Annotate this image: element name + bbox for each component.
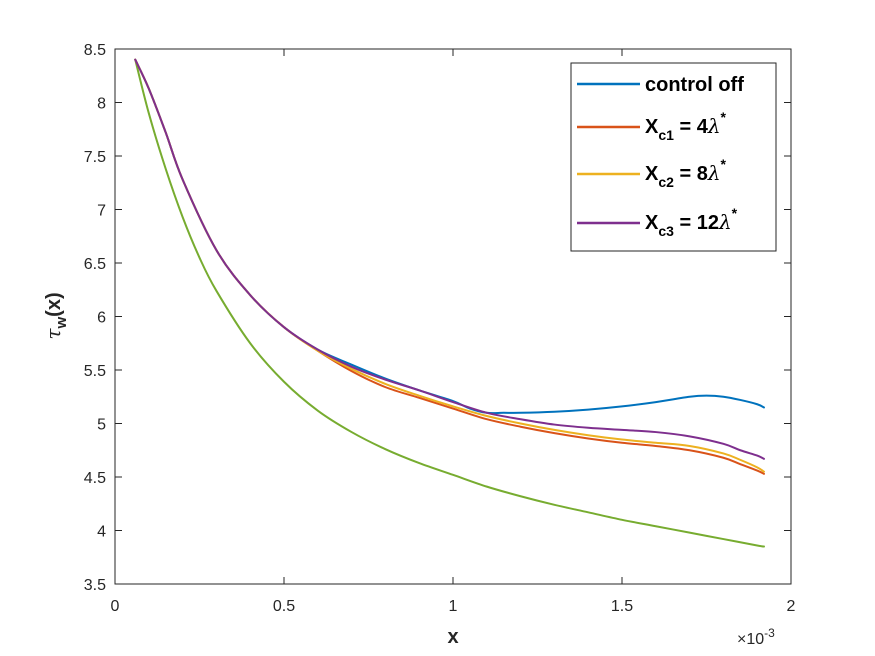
legend-xc3-sup: * — [732, 205, 738, 221]
legend-xc2-sub: c2 — [658, 174, 674, 190]
y-axis-label: τw(x) — [41, 292, 70, 339]
x-axis-exponent-base: ×10 — [737, 631, 764, 648]
legend-xc3-mid: = 12 — [674, 212, 719, 234]
y-tick-label-7: 7 — [97, 203, 106, 220]
legend-entry-control-off: control off — [645, 74, 744, 96]
x-tick-label-0: 0 — [111, 598, 120, 615]
legend-entry-xc2: Xc2 = 8λ* — [645, 156, 727, 190]
y-tick-label-0: 3.5 — [84, 577, 106, 594]
y-tick-label-9: 8 — [97, 96, 106, 113]
legend-xc3-greek: λ — [718, 210, 732, 234]
legend-xc1-mid: = 4 — [674, 116, 709, 138]
y-axis-label-symbol: τ — [41, 328, 65, 340]
legend-xc1-sup: * — [721, 109, 727, 125]
legend-xc2-greek: λ — [707, 161, 721, 185]
legend-xc3-sub: c3 — [658, 223, 674, 239]
y-tick-label-1: 4 — [97, 524, 106, 541]
y-tick-label-8: 7.5 — [84, 149, 106, 166]
series-xc3-line — [134, 58, 765, 460]
legend: control off Xc1 = 4λ* Xc2 = 8λ* Xc3 = 12… — [570, 62, 777, 252]
x-tick-label-1: 0.5 — [273, 598, 295, 615]
x-tick-label-3: 1.5 — [611, 598, 633, 615]
axis-ticks: 0 0.5 1 1.5 2 3.5 4 4.5 5 5.5 6 6.5 7 7.5 8 8.5 — [84, 42, 796, 615]
legend-xc2-sup: * — [721, 156, 727, 172]
series-unlabeled-green-line — [134, 58, 765, 548]
y-tick-label-4: 5.5 — [84, 363, 106, 380]
legend-xc3-main: X — [645, 212, 659, 234]
legend-xc2-mid: = 8 — [674, 163, 708, 185]
legend-xc1-main: X — [645, 116, 659, 138]
x-tick-label-4: 2 — [787, 598, 796, 615]
y-tick-label-10: 8.5 — [84, 42, 106, 59]
y-axis-label-argument: (x) — [43, 292, 65, 316]
x-axis-label: x — [447, 626, 458, 648]
y-tick-label-2: 4.5 — [84, 470, 106, 487]
y-tick-label-5: 6 — [97, 310, 106, 327]
legend-xc2-main: X — [645, 163, 659, 185]
legend-entry-xc3: Xc3 = 12λ* — [645, 205, 738, 239]
y-axis-label-subscript: w — [53, 317, 70, 330]
x-axis-exponent-power: -3 — [764, 626, 775, 640]
legend-entry-xc1: Xc1 = 4λ* — [645, 109, 727, 143]
legend-box — [570, 62, 777, 252]
legend-xc1-sub: c1 — [658, 127, 674, 143]
x-tick-label-2: 1 — [449, 598, 458, 615]
y-tick-label-3: 5 — [97, 417, 106, 434]
legend-xc1-greek: λ — [707, 114, 721, 138]
x-axis-exponent: ×10-3 — [737, 626, 775, 648]
y-tick-label-6: 6.5 — [84, 256, 106, 273]
series-layer — [134, 58, 765, 548]
